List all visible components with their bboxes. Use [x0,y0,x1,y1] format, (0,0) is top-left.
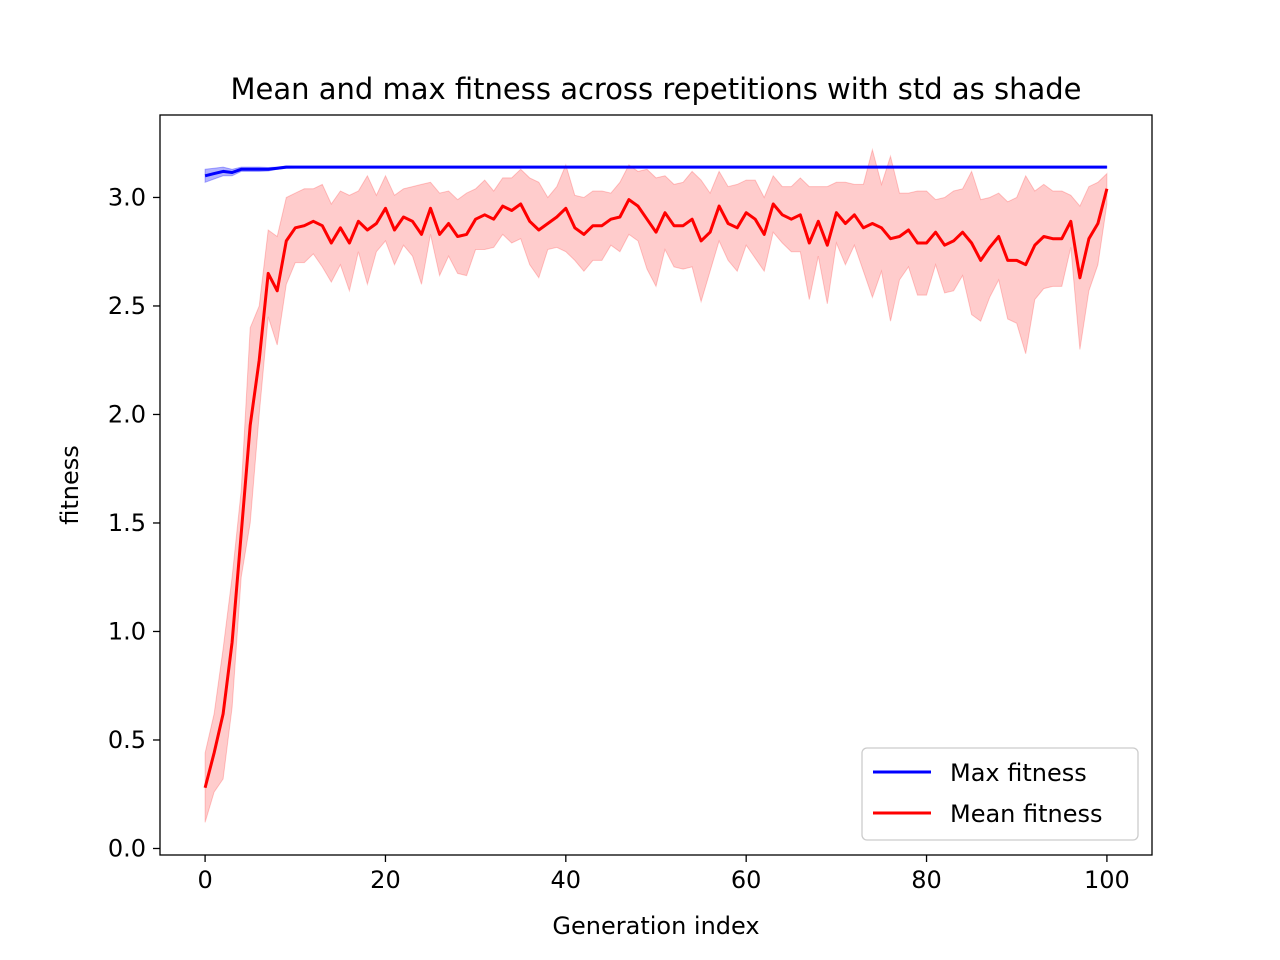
x-tick-label: 60 [731,866,762,894]
plot-area [203,147,1109,823]
max-fitness-line [204,165,1107,178]
y-tick-label: 3.0 [108,183,146,211]
chart-title: Mean and max fitness across repetitions … [230,72,1081,106]
mean-fitness-std-band [204,147,1108,823]
x-tick-label: 20 [370,866,401,894]
y-tick-label: 1.0 [108,617,146,645]
x-axis-label: Generation index [552,912,759,940]
x-tick-label: 100 [1084,866,1130,894]
x-axis: 0 20 40 60 80 100 [197,855,1130,894]
y-tick-label: 0.5 [108,726,146,754]
y-tick-label: 2.0 [108,400,146,428]
x-tick-label: 80 [911,866,942,894]
legend-label-mean-fitness: Mean fitness [950,800,1103,828]
y-axis: 0.0 0.5 1.0 1.5 2.0 2.5 3.0 [108,183,160,862]
y-axis-label: fitness [56,445,84,525]
mean-fitness-line [203,188,1109,789]
axes-frame [159,114,1153,856]
y-tick-label: 2.5 [108,292,146,320]
x-tick-label: 40 [551,866,582,894]
y-tick-label: 0.0 [108,834,146,862]
y-tick-label: 1.5 [108,509,146,537]
x-tick-label: 0 [197,866,212,894]
legend-label-max-fitness: Max fitness [950,759,1087,787]
legend: Max fitness Mean fitness [861,747,1139,841]
